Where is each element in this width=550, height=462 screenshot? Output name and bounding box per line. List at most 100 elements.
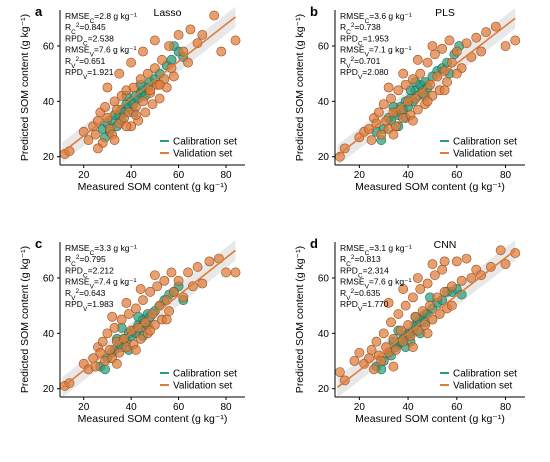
stat-line: RC2=0.738 xyxy=(340,22,381,36)
x-tick-label: 80 xyxy=(220,170,232,181)
data-point xyxy=(140,107,151,118)
data-point xyxy=(439,85,450,96)
data-point xyxy=(135,333,146,344)
data-point xyxy=(400,79,411,90)
data-point xyxy=(390,345,401,355)
data-point xyxy=(149,63,160,74)
data-point xyxy=(398,284,409,294)
data-point xyxy=(154,79,165,90)
stat-line: RPDC=1.953 xyxy=(340,33,389,47)
data-point xyxy=(378,328,389,339)
y-tick-label: 40 xyxy=(43,329,55,340)
y-axis-label: Predicted SOM content (g kg⁻¹) xyxy=(294,14,306,161)
data-point xyxy=(447,281,457,292)
data-point xyxy=(166,54,177,65)
stat-line: RV2=0.635 xyxy=(340,287,381,301)
stat-line: RPDV=1.983 xyxy=(65,299,114,313)
data-point xyxy=(444,35,455,46)
data-point xyxy=(109,322,120,333)
data-point xyxy=(427,41,438,51)
data-point xyxy=(451,256,462,267)
x-axis-label: Measured SOM content (g kg⁻¹) xyxy=(355,413,505,425)
stat-line: RV2=0.651 xyxy=(65,55,106,69)
panel-letter: c xyxy=(35,236,42,251)
stat-line: RPDC=2.212 xyxy=(65,265,114,279)
data-point xyxy=(388,129,399,140)
y-tick-label: 60 xyxy=(318,273,330,284)
legend-label-calibration: Calibration set xyxy=(173,137,237,148)
data-point xyxy=(495,245,506,256)
data-point xyxy=(168,71,179,82)
data-point xyxy=(388,361,399,372)
data-point xyxy=(432,71,443,82)
data-point xyxy=(415,284,426,294)
panel-letter: a xyxy=(35,4,43,19)
data-point xyxy=(390,121,401,132)
data-point xyxy=(437,264,448,275)
data-point xyxy=(100,364,110,375)
data-point xyxy=(393,309,404,319)
data-point xyxy=(109,135,120,145)
data-point xyxy=(116,314,127,325)
data-point xyxy=(187,281,198,292)
data-point xyxy=(432,292,443,303)
data-point xyxy=(376,129,387,140)
data-point xyxy=(130,345,141,355)
data-point xyxy=(123,309,134,319)
fit-line xyxy=(336,17,516,156)
y-tick-label: 40 xyxy=(43,97,55,108)
data-point xyxy=(408,74,418,85)
fit-line xyxy=(61,16,237,154)
data-point xyxy=(164,41,175,51)
panel-title: CNN xyxy=(434,239,457,251)
x-tick-label: 60 xyxy=(173,170,185,181)
data-point xyxy=(138,46,148,57)
data-point xyxy=(192,262,203,272)
y-tick-label: 20 xyxy=(43,384,55,395)
data-point xyxy=(178,46,189,57)
data-point xyxy=(100,101,110,112)
legend-label-calibration: Calibration set xyxy=(453,369,517,380)
data-point xyxy=(427,259,438,270)
data-point xyxy=(393,85,404,96)
stat-line: RPDV=1.770 xyxy=(340,299,389,313)
data-point xyxy=(142,68,153,79)
data-point xyxy=(216,46,227,57)
data-point xyxy=(408,342,418,353)
x-tick-label: 60 xyxy=(451,402,463,413)
stat-line: RV2=0.701 xyxy=(340,55,381,69)
data-point xyxy=(437,43,448,54)
data-point xyxy=(121,121,132,132)
stat-line: RMSEV=7.6 g kg⁻¹ xyxy=(65,45,137,59)
data-point xyxy=(398,68,409,79)
y-axis-label: Predicted SOM content (g kg⁻¹) xyxy=(19,246,31,393)
y-tick-label: 60 xyxy=(43,41,55,52)
series-validation xyxy=(59,10,241,159)
legend-label-validation: Validation set xyxy=(453,149,513,160)
data-point xyxy=(138,295,148,306)
data-point xyxy=(107,311,118,322)
data-point xyxy=(442,77,452,87)
x-tick-label: 80 xyxy=(220,402,232,413)
y-tick-label: 60 xyxy=(318,41,330,52)
x-tick-label: 20 xyxy=(78,170,90,181)
data-point xyxy=(168,286,179,297)
data-point xyxy=(383,297,394,308)
series-validation xyxy=(59,253,241,391)
data-point xyxy=(461,253,472,264)
data-point xyxy=(366,135,377,145)
data-point xyxy=(395,325,406,336)
data-point xyxy=(130,110,141,121)
data-point xyxy=(83,135,94,145)
data-point xyxy=(408,115,418,126)
data-point xyxy=(230,35,241,46)
data-point xyxy=(102,328,113,339)
data-point xyxy=(364,353,375,364)
data-point xyxy=(128,82,139,93)
data-point xyxy=(408,292,418,303)
data-point xyxy=(152,281,163,292)
panel-title: PLS xyxy=(435,7,455,19)
